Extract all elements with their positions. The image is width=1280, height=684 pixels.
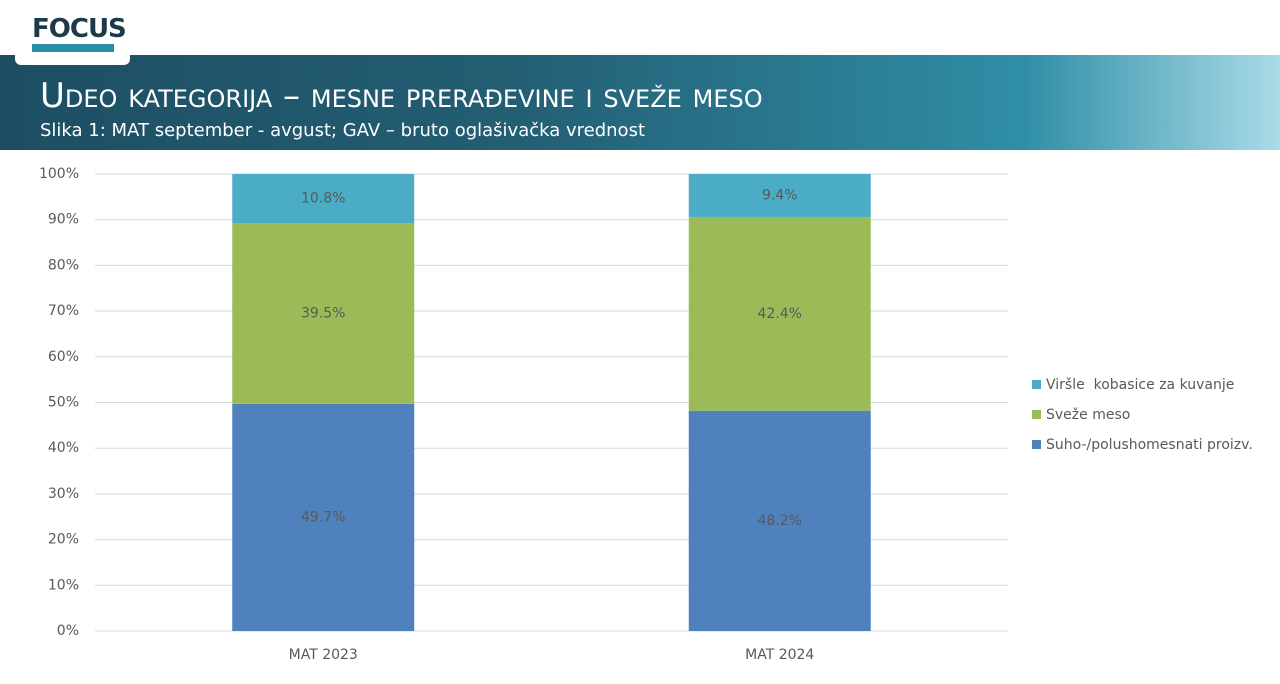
logo-text: FOCUS [32, 14, 127, 44]
y-tick-label: 20% [48, 532, 79, 548]
data-label: 42.4% [758, 306, 802, 322]
y-tick-label: 70% [48, 303, 79, 319]
bar-segment [688, 410, 871, 631]
y-tick-label: 50% [48, 395, 79, 411]
x-tick-label: MAT 2024 [745, 647, 814, 663]
bar-segment [232, 403, 415, 631]
data-label: 49.7% [301, 509, 345, 525]
data-label: 48.2% [758, 513, 802, 529]
slide-title: Udeo kategorija – mesne prerađevine i sv… [40, 76, 763, 116]
y-tick-label: 30% [48, 486, 79, 502]
y-tick-label: 60% [48, 349, 79, 365]
y-tick-label: 40% [48, 440, 79, 456]
logo-bar [32, 44, 114, 52]
data-label: 9.4% [762, 187, 798, 203]
y-tick-label: 100% [39, 166, 79, 182]
legend-swatch [1032, 410, 1041, 419]
bar-segment [232, 223, 415, 404]
slide-subtitle: Slika 1: MAT september - avgust; GAV – b… [40, 120, 646, 141]
bar-segment [232, 174, 415, 224]
y-tick-label: 0% [57, 623, 79, 639]
legend-label: Sveže meso [1046, 407, 1130, 423]
header-band [0, 55, 1280, 150]
legend-label: Viršle kobasice za kuvanje [1046, 377, 1234, 393]
y-tick-label: 90% [48, 212, 79, 228]
data-label: 10.8% [301, 191, 345, 207]
legend-swatch [1032, 440, 1041, 449]
x-tick-label: MAT 2023 [289, 647, 358, 663]
chart: 0% 10% 20% 30% 40% 50% 60% 70% 80% 90% 100% MAT 202… [39, 166, 1253, 663]
legend-swatch [1032, 380, 1041, 389]
y-tick-label: 80% [48, 257, 79, 273]
y-tick-label: 10% [48, 577, 79, 593]
data-label: 39.5% [301, 306, 345, 322]
bar-segment [688, 174, 871, 217]
legend-label: Suho-/polushomesnati proizv. [1046, 437, 1253, 453]
logo: FOCUS [15, 0, 130, 65]
bar-segment [688, 216, 871, 411]
